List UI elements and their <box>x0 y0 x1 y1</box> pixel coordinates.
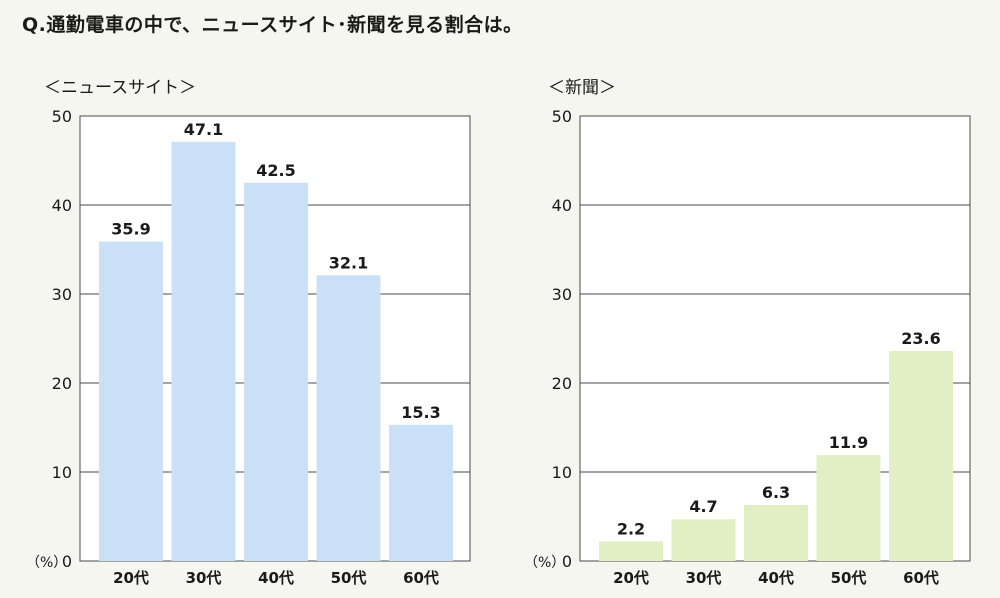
paper-value-label: 6.3 <box>762 483 790 502</box>
news-category-label: 20代 <box>113 569 149 587</box>
paper-y-tick-label: 40 <box>552 196 572 215</box>
paper-value-label: 23.6 <box>901 329 940 348</box>
paper-category-label: 40代 <box>758 569 794 587</box>
paper-bar <box>671 519 736 561</box>
paper-y-tick-label: 20 <box>552 374 572 393</box>
news-bar <box>316 275 381 561</box>
news-y-tick-label: 10 <box>52 463 72 482</box>
paper-value-label: 2.2 <box>617 519 645 538</box>
paper-bar <box>889 350 953 561</box>
news-value-label: 47.1 <box>184 120 223 139</box>
news-y-tick-label: 40 <box>52 196 72 215</box>
paper-category-label: 60代 <box>903 569 939 587</box>
paper-y-tick-label: 30 <box>552 285 572 304</box>
newspaper-chart: 0 10 20 30 40 50 （%） 2.2 20代 4.7 30代 6.3 40代 11.9 50代 2… <box>524 107 971 587</box>
news-value-label: 42.5 <box>256 161 295 180</box>
news-y-tick-label: 50 <box>52 107 72 126</box>
paper-value-label: 4.7 <box>689 497 717 516</box>
paper-y-tick-label: 0 <box>562 552 572 571</box>
news-value-label: 32.1 <box>329 253 368 272</box>
news-site-panel: ＜ニュースサイト＞ 0 10 20 30 40 50 （%） 35.9 20代 47.1 30代 42… <box>26 78 471 587</box>
news-value-label: 15.3 <box>401 403 440 422</box>
news-site-chart-title: ＜ニュースサイト＞ <box>44 78 197 98</box>
news-unit-label: （%） <box>26 555 67 571</box>
news-bar <box>389 424 453 561</box>
news-site-chart: 0 10 20 30 40 50 （%） 35.9 20代 47.1 30代 42.5 40代 32.1 5… <box>26 107 471 587</box>
paper-y-tick-label: 10 <box>552 463 572 482</box>
news-y-tick-label: 0 <box>62 552 72 571</box>
news-bar <box>99 241 163 562</box>
paper-value-label: 11.9 <box>829 433 868 452</box>
news-category-label: 50代 <box>331 569 367 587</box>
paper-unit-label: （%） <box>524 555 565 571</box>
news-bar <box>171 141 236 561</box>
paper-bar <box>599 541 663 561</box>
paper-category-label: 50代 <box>831 569 867 587</box>
news-y-tick-label: 20 <box>52 374 72 393</box>
paper-bar <box>744 504 808 561</box>
news-bar <box>244 182 308 561</box>
page-title: Q.通勤電車の中で、ニュースサイト･新聞を見る割合は。 <box>22 14 523 36</box>
news-category-label: 40代 <box>258 569 294 587</box>
paper-category-label: 20代 <box>613 569 649 587</box>
newspaper-panel: ＜新聞＞ 0 10 20 30 40 50 （%） 2.2 20代 4.7 30代 6.3 40代 11.… <box>500 0 1000 598</box>
news-category-label: 30代 <box>186 569 222 587</box>
paper-category-label: 30代 <box>686 569 722 587</box>
news-category-label: 60代 <box>403 569 439 587</box>
newspaper-chart-title: ＜新聞＞ <box>548 78 616 98</box>
news-value-label: 35.9 <box>111 219 150 238</box>
paper-y-tick-label: 50 <box>552 107 572 126</box>
paper-bar <box>816 455 881 561</box>
news-y-tick-label: 30 <box>52 285 72 304</box>
